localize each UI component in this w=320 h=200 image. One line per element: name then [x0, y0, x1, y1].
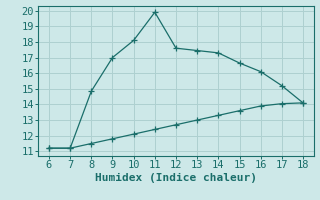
X-axis label: Humidex (Indice chaleur): Humidex (Indice chaleur) [95, 173, 257, 183]
